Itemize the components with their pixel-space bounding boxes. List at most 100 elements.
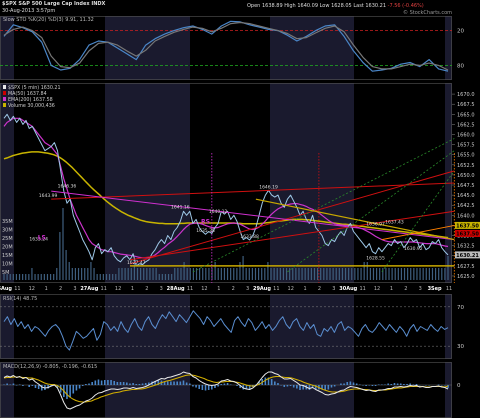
macd-histogram-bar: [154, 381, 156, 385]
macd-histogram-bar: [6, 383, 8, 385]
macd-histogram-bar: [97, 379, 100, 385]
volume-bar: [158, 274, 160, 280]
volume-bar: [68, 262, 70, 280]
price-annotation: 1646.36: [58, 184, 77, 190]
volume-bar: [183, 262, 185, 280]
volume-bar: [105, 274, 108, 280]
volume-bar: [167, 274, 170, 280]
session-shade: [445, 294, 452, 359]
chart-date: 30-Aug-2013 3:57pm: [2, 8, 56, 14]
x-tick-label: 28Aug: [167, 286, 185, 292]
price-tick-label: 1652.5: [457, 163, 475, 169]
macd-histogram-bar: [368, 385, 371, 386]
volume-bar: [71, 268, 73, 280]
macd-histogram-bar: [346, 382, 349, 385]
change-value: -7.56 (-0.46%): [387, 3, 424, 9]
price-annotation: 1635.38: [196, 228, 215, 234]
macd-histogram-bar: [340, 383, 342, 385]
macd-histogram-bar: [66, 385, 68, 399]
price-tag-box: [455, 251, 480, 259]
channel-line-green: [192, 138, 455, 273]
macd-histogram-bar: [211, 385, 213, 390]
chart-symbol: $SPX S&P 500 Large Cap Index INDX: [2, 1, 106, 7]
volume-bar: [419, 268, 421, 280]
legend-swatch: [3, 97, 6, 101]
volume-bar: [189, 268, 191, 280]
trendline-red: [51, 182, 455, 200]
volume-bar: [242, 256, 244, 280]
volume-bar: [391, 268, 393, 280]
price-tick-label: 1627.5: [457, 264, 475, 270]
macd-histogram-bar: [403, 384, 405, 385]
macd-histogram-bar: [409, 383, 412, 385]
ohlc-readout: Open 1638.89 High 1640.09 Low 1628.05 La…: [247, 3, 424, 9]
volume-bar: [87, 268, 89, 280]
macd-histogram-bar: [425, 385, 427, 386]
last-label: Last: [353, 3, 364, 9]
panel-frame: [0, 83, 452, 283]
price-tick-label: 1625.0: [457, 274, 475, 280]
price-tag-box: [455, 229, 480, 237]
volume-tick-label: 15M: [2, 253, 13, 259]
macd-histogram-bar: [343, 383, 345, 385]
volume-bar: [180, 268, 182, 280]
macd-histogram-bar: [289, 385, 292, 386]
volume-bar: [3, 274, 5, 280]
volume-bar: [369, 268, 371, 280]
volume-bar: [112, 274, 114, 280]
volume-bar: [233, 268, 235, 280]
volume-bar: [313, 268, 316, 280]
macd-histogram-bar: [103, 380, 106, 385]
macd-histogram-bar: [381, 384, 383, 385]
ema200-line: [3, 151, 449, 239]
macd-histogram-bar: [122, 382, 125, 385]
session-shade: [270, 83, 354, 283]
price-legend-entry: Volume 30,000,436: [8, 103, 55, 109]
macd-histogram-bar: [365, 385, 367, 386]
volume-bar: [149, 268, 151, 280]
volume-bar: [34, 274, 36, 280]
x-tick-label: 1: [390, 286, 393, 292]
macd-histogram-bar: [135, 384, 138, 385]
macd-histogram-bar: [129, 383, 131, 385]
volume-bar: [46, 274, 49, 280]
volume-bar: [307, 268, 309, 280]
volume-bar: [49, 274, 52, 280]
macd-histogram-bar: [217, 385, 219, 387]
volume-bar: [400, 268, 403, 280]
macd-histogram-bar: [110, 380, 112, 385]
macd-histogram-bar: [94, 380, 97, 385]
volume-bar: [77, 268, 80, 280]
volume-bar: [40, 274, 42, 280]
channel-line-green: [381, 170, 455, 273]
price-annotation: 1633.88: [240, 234, 259, 240]
volume-bar: [217, 268, 219, 280]
price-legend-entry: MA(50) 1637.84: [8, 91, 47, 97]
x-tick-label: 26Aug: [0, 286, 12, 292]
volume-bar: [146, 268, 148, 280]
volume-tick-label: 25M: [2, 236, 13, 242]
volume-tick-label: 35M: [2, 219, 13, 225]
macd-histogram-bar: [371, 385, 374, 386]
x-tick-label: 1: [217, 286, 220, 292]
volume-bar: [441, 268, 443, 280]
volume-tick-label: 30M: [2, 228, 13, 234]
macd-histogram-bar: [286, 385, 289, 387]
macd-histogram-bar: [390, 384, 393, 385]
x-tick-label: 2: [145, 286, 148, 292]
volume-bar: [220, 268, 222, 280]
volume-bar: [354, 268, 356, 280]
x-tick-label: 2: [59, 286, 62, 292]
stochastic-series-line: [3, 20, 449, 72]
macd-histogram-bar: [258, 381, 260, 385]
x-tick-label: 3: [246, 286, 249, 292]
macd-histogram-bar: [170, 381, 172, 385]
volume-bar: [74, 268, 77, 280]
volume-bar: [379, 268, 381, 280]
macd-histogram-bar: [85, 384, 87, 385]
rsi-label: RSI(14) 48.75: [3, 296, 37, 302]
x-axis-strip: [0, 283, 452, 293]
macd-histogram-bar: [236, 385, 238, 386]
macd-histogram-bar: [195, 385, 197, 388]
